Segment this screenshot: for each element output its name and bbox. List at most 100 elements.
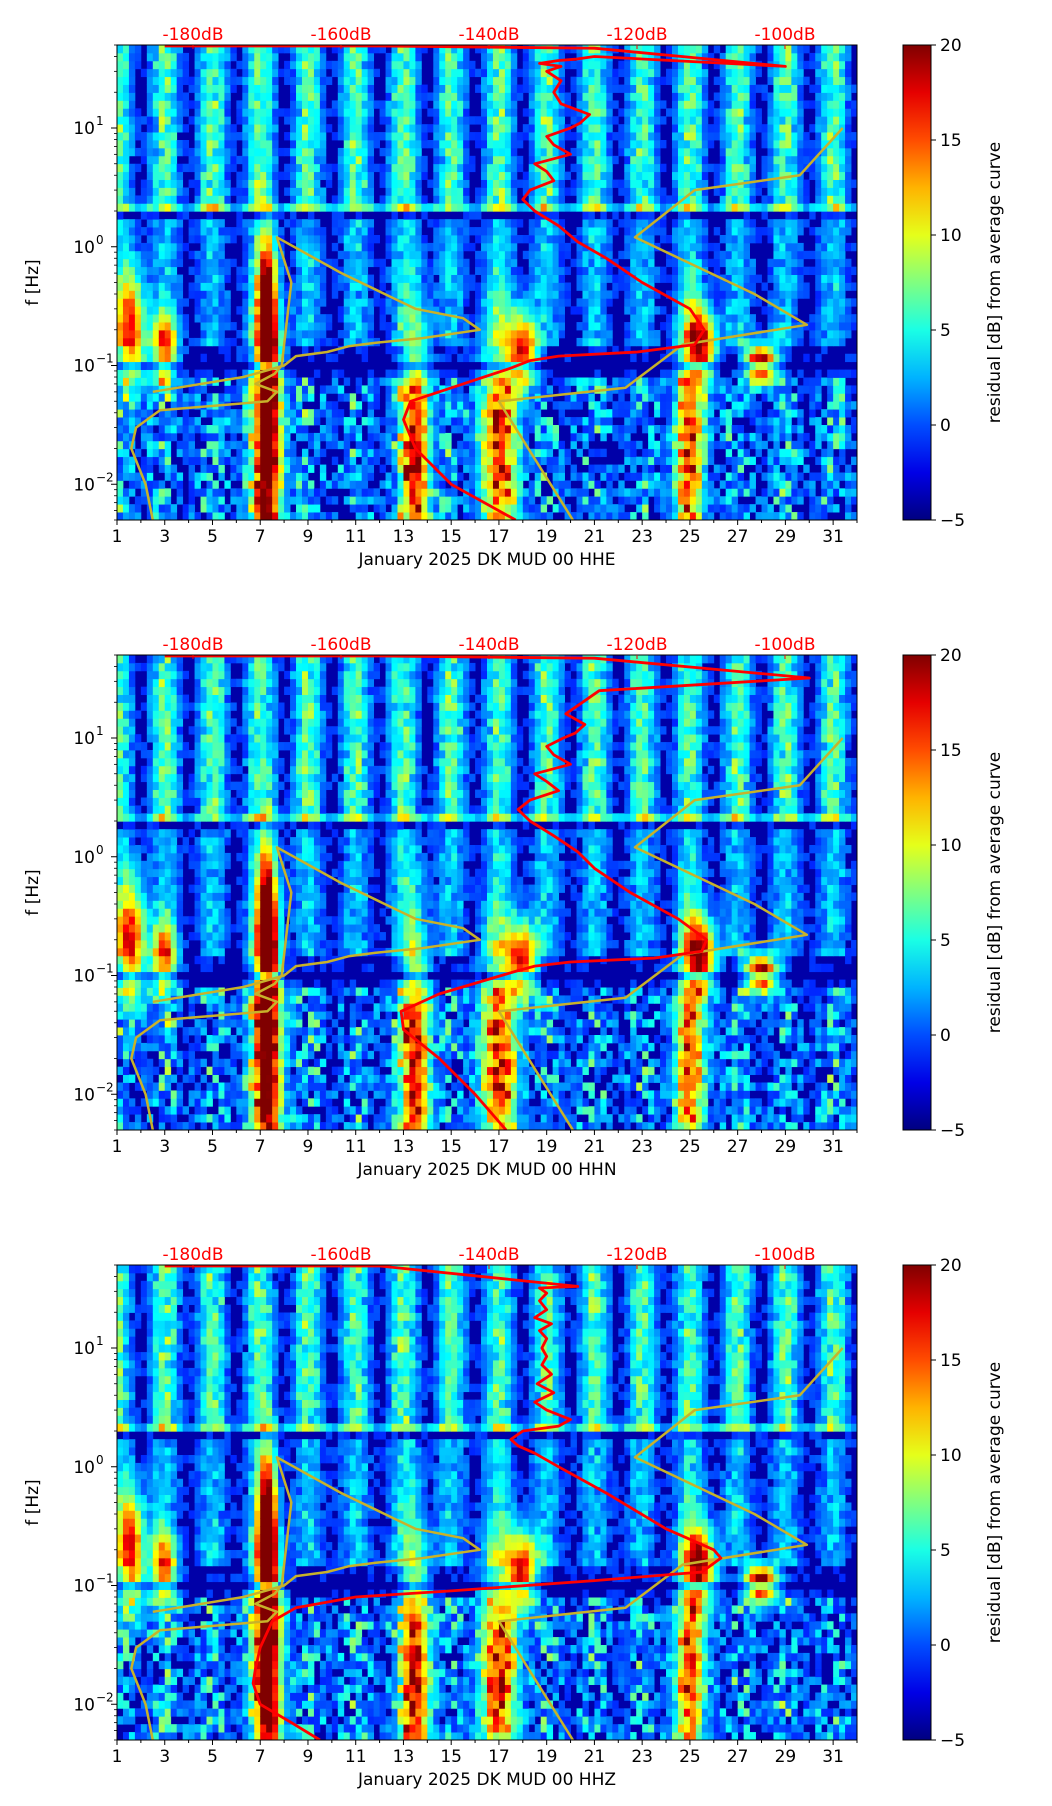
y-tick-label: 10 — [73, 967, 95, 987]
heatmap-image — [117, 45, 857, 520]
x-tick-label: 29 — [775, 1747, 797, 1767]
x-tick-label: 9 — [303, 1747, 314, 1767]
x-tick-label: 15 — [440, 527, 462, 547]
y-tick-label: 10 — [73, 238, 95, 258]
x-tick-label: 17 — [488, 1747, 510, 1767]
top-db-label: -180dB — [162, 1245, 223, 1265]
noise-model-high-line — [497, 127, 844, 520]
colorbar-tick-label: −5 — [940, 511, 965, 531]
colorbar-tick-label: 20 — [940, 1256, 962, 1276]
top-db-label: -160dB — [310, 635, 371, 655]
x-tick-label: 13 — [393, 1747, 415, 1767]
colorbar-label: residual [dB] from average curve — [985, 752, 1005, 1033]
x-tick-label: 29 — [775, 1137, 797, 1157]
colorbar-gradient — [902, 654, 932, 1131]
x-tick-label: 27 — [727, 527, 749, 547]
y-axis-label: f [Hz] — [23, 869, 43, 915]
top-db-label: -100dB — [754, 635, 815, 655]
x-tick-label: 25 — [679, 1137, 701, 1157]
y-tick-label: 10 — [73, 1339, 95, 1359]
x-tick-label: 25 — [679, 527, 701, 547]
x-tick-label: 5 — [207, 1137, 218, 1157]
colorbar: 20 15 10 5 0 −5 residual [dB] from average cur… — [902, 1256, 1005, 1751]
x-tick-label: 17 — [488, 527, 510, 547]
top-db-label: -160dB — [310, 1245, 371, 1265]
noise-model-line — [130, 236, 482, 520]
average-curve-line — [164, 1265, 723, 1740]
y-axis-label: f [Hz] — [23, 259, 43, 305]
top-db-label: -120dB — [606, 25, 667, 45]
top-db-label: -100dB — [754, 1245, 815, 1265]
y-tick-label: 10 — [73, 357, 95, 377]
y-tick-exponent: 0 — [96, 1453, 104, 1467]
y-tick-label: 10 — [73, 1085, 95, 1105]
top-db-label: -120dB — [606, 635, 667, 655]
x-tick-label: 5 — [207, 527, 218, 547]
y-tick-label: 10 — [73, 1695, 95, 1715]
y-tick-label: 10 — [73, 1458, 95, 1478]
noise-model-line — [130, 846, 482, 1130]
x-tick-label: 9 — [303, 527, 314, 547]
top-db-label: -180dB — [162, 635, 223, 655]
x-tick-label: 1 — [112, 1137, 123, 1157]
x-tick-label: 29 — [775, 527, 797, 547]
x-tick-label: 13 — [393, 527, 415, 547]
colorbar-gradient — [902, 1264, 932, 1741]
x-tick-label: 19 — [536, 527, 558, 547]
y-tick-exponent: −1 — [96, 962, 114, 976]
colorbar-tick-label: −5 — [940, 1121, 965, 1141]
x-tick-label: 21 — [584, 1747, 606, 1767]
top-db-label: -100dB — [754, 25, 815, 45]
heatmap-image — [117, 1265, 857, 1740]
y-tick-exponent: −1 — [96, 1572, 114, 1586]
x-tick-label: 23 — [631, 1137, 653, 1157]
x-axis-label: January 2025 DK MUD 00 HHE — [357, 550, 615, 570]
colorbar-tick-label: 0 — [940, 416, 951, 436]
y-tick-exponent: 0 — [96, 843, 104, 857]
heatmap-image — [117, 655, 857, 1130]
y-tick-exponent: −1 — [96, 352, 114, 366]
top-db-label: -140dB — [458, 25, 519, 45]
colorbar-tick-label: 10 — [940, 836, 962, 856]
colorbar-tick-label: 5 — [940, 321, 951, 341]
y-tick-exponent: 1 — [96, 724, 104, 738]
y-tick-exponent: −2 — [96, 1690, 114, 1704]
y-tick-exponent: −2 — [96, 1080, 114, 1094]
noise-model-high-line — [497, 1347, 844, 1740]
colorbar-tick-label: 15 — [940, 741, 962, 761]
colorbar-tick-label: 5 — [940, 931, 951, 951]
x-tick-label: 11 — [345, 1137, 367, 1157]
x-tick-label: 3 — [159, 1137, 170, 1157]
colorbar-tick-label: 0 — [940, 1026, 951, 1046]
top-db-label: -140dB — [458, 1245, 519, 1265]
colorbar-label: residual [dB] from average curve — [985, 142, 1005, 423]
colorbar-tick-label: 0 — [940, 1636, 951, 1656]
x-tick-label: 1 — [112, 1747, 123, 1767]
x-tick-label: 25 — [679, 1747, 701, 1767]
colorbar: 20 15 10 5 0 −5 residual [dB] from average cur… — [902, 36, 1005, 531]
colorbar-tick-label: 15 — [940, 131, 962, 151]
x-tick-label: 31 — [822, 1137, 844, 1157]
top-db-label: -180dB — [162, 25, 223, 45]
y-tick-exponent: 1 — [96, 1334, 104, 1348]
y-tick-label: 10 — [73, 729, 95, 749]
x-tick-label: 7 — [255, 1747, 266, 1767]
x-tick-label: 19 — [536, 1747, 558, 1767]
x-axis-label: January 2025 DK MUD 00 HHZ — [357, 1770, 616, 1790]
colorbar-gradient — [902, 44, 932, 521]
x-tick-label: 15 — [440, 1747, 462, 1767]
colorbar-tick-label: 20 — [940, 646, 962, 666]
y-tick-label: 10 — [73, 119, 95, 139]
top-db-label: -120dB — [606, 1245, 667, 1265]
x-tick-label: 7 — [255, 1137, 266, 1157]
x-tick-label: 11 — [345, 527, 367, 547]
noise-model-line — [130, 1456, 482, 1740]
x-tick-label: 27 — [727, 1137, 749, 1157]
x-tick-label: 11 — [345, 1747, 367, 1767]
y-tick-label: 10 — [73, 848, 95, 868]
x-tick-label: 27 — [727, 1747, 749, 1767]
x-tick-label: 13 — [393, 1137, 415, 1157]
x-tick-label: 9 — [303, 1137, 314, 1157]
